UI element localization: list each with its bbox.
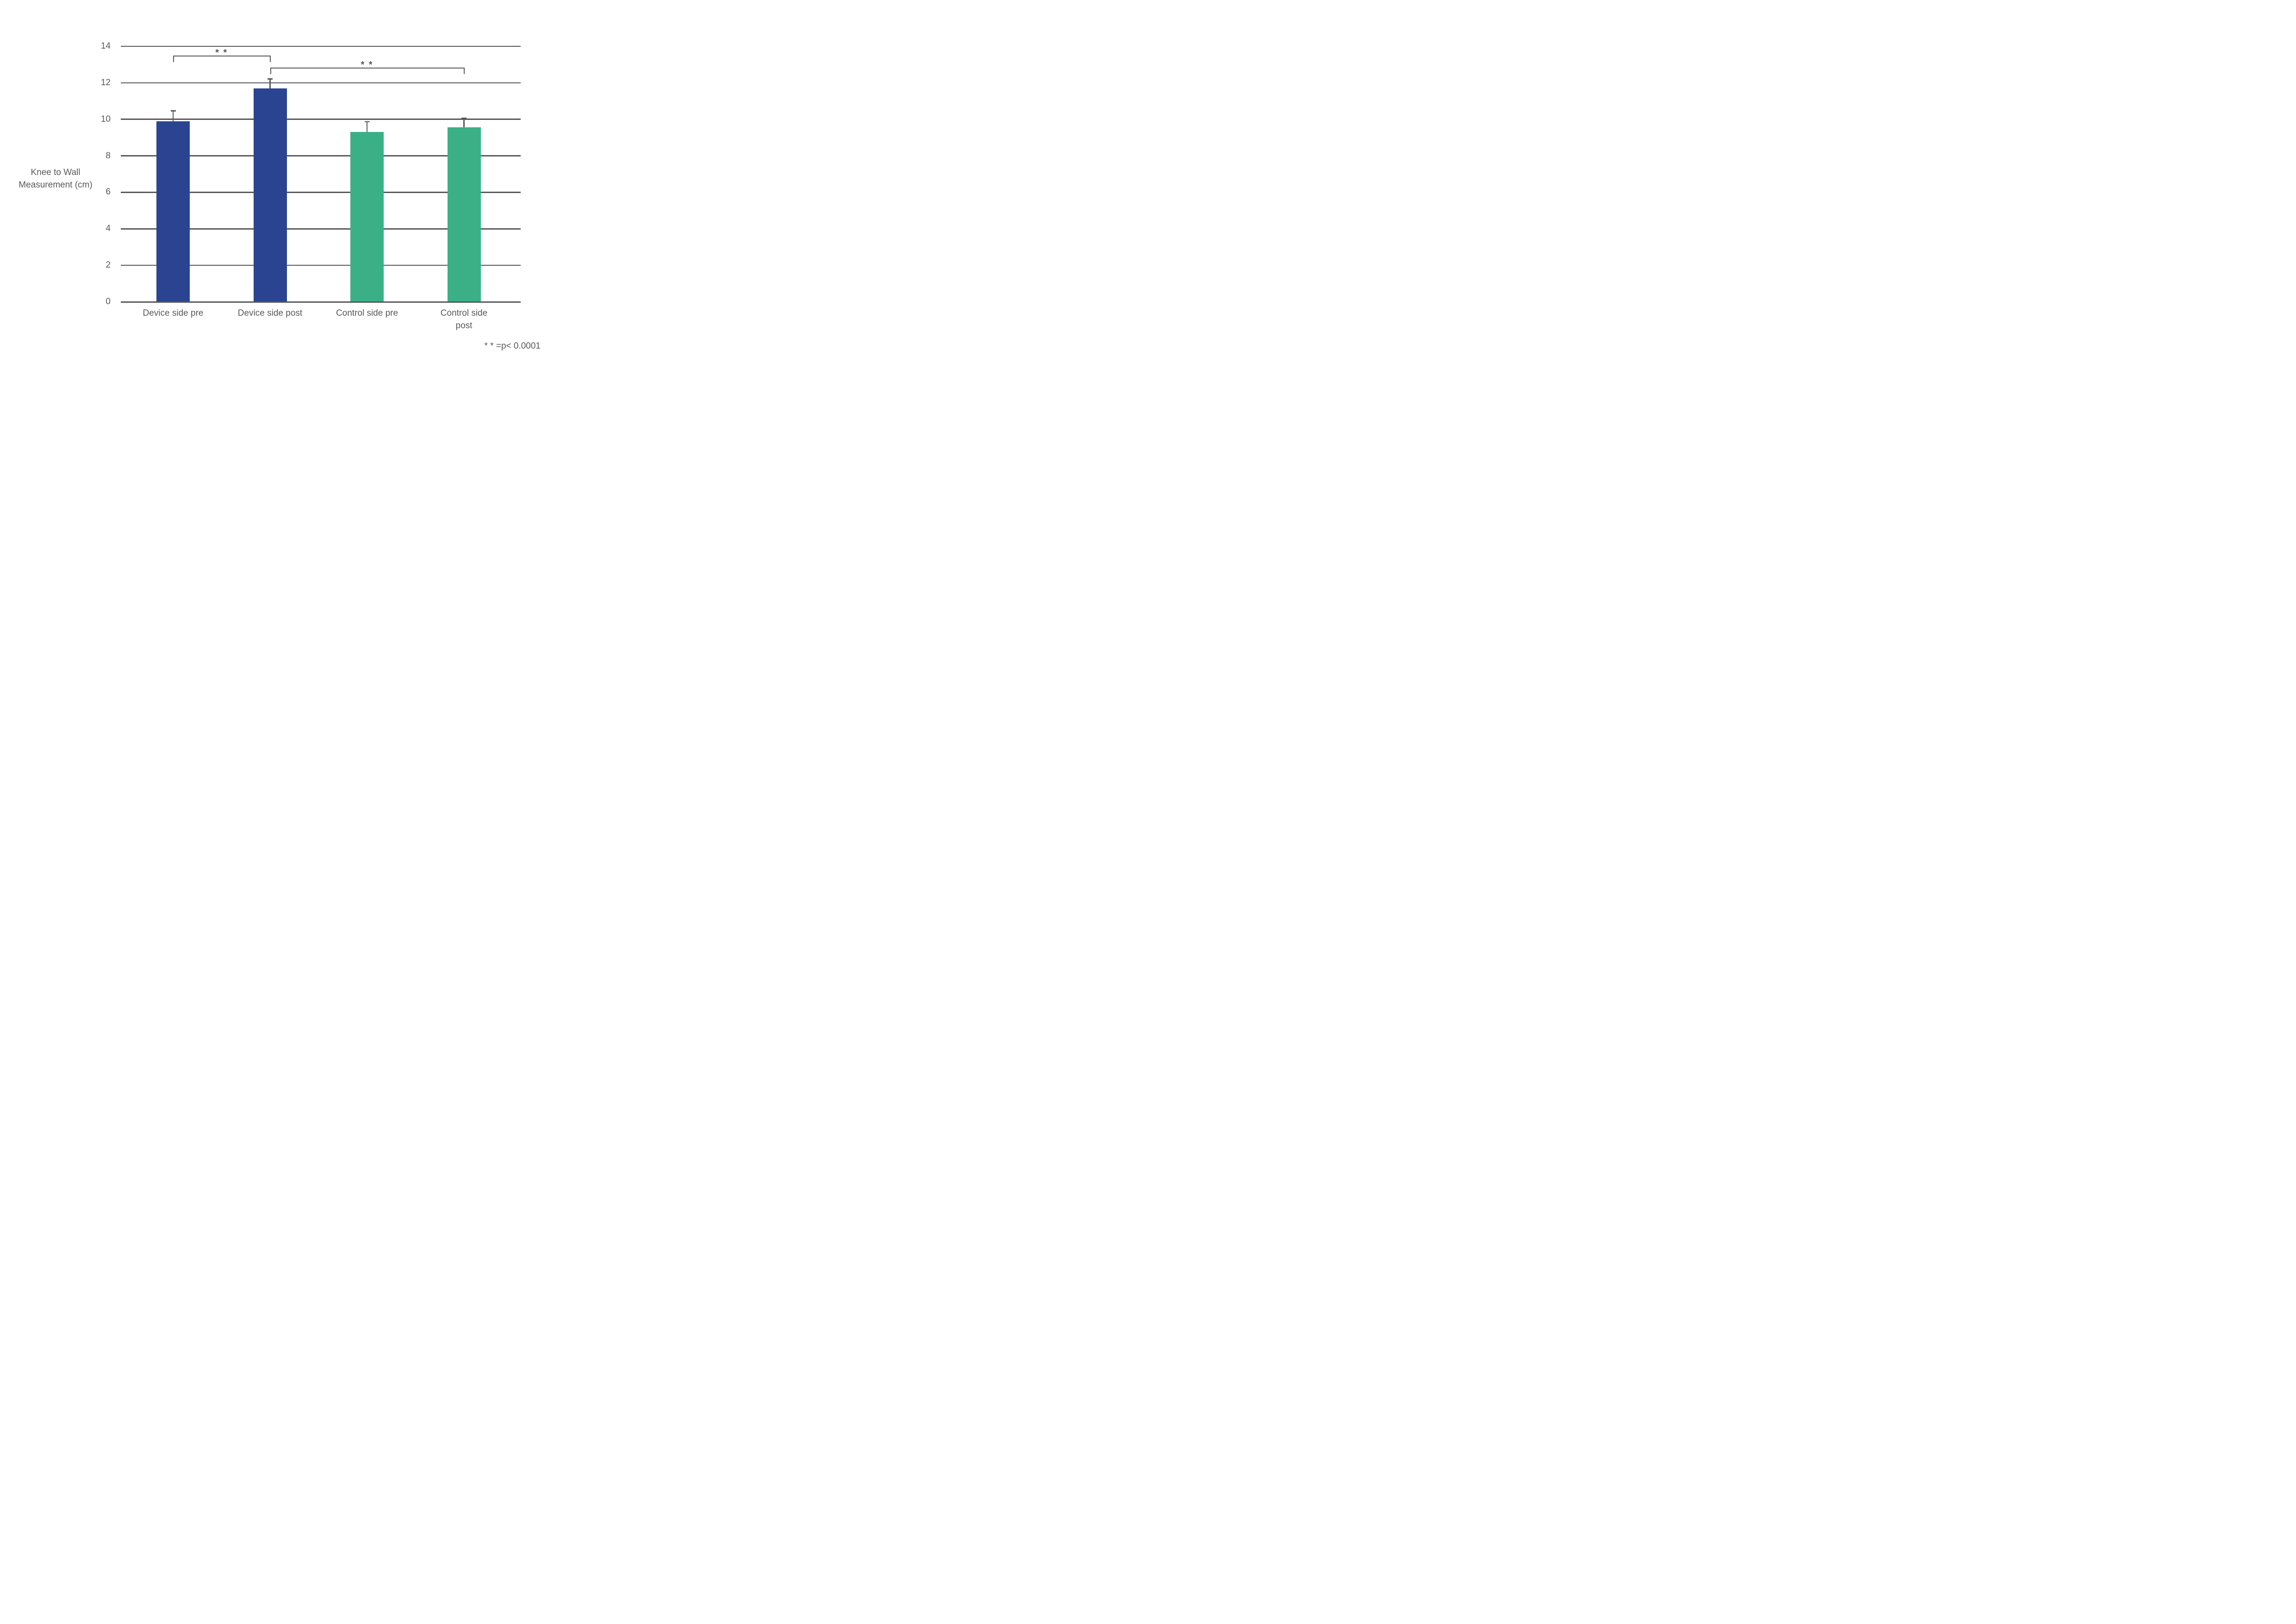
y-tick-label-8: 8 bbox=[106, 150, 111, 161]
y-tick-label-2: 2 bbox=[106, 260, 111, 270]
y-tick-label-6: 6 bbox=[106, 187, 111, 197]
bar-control-side-post bbox=[447, 127, 481, 302]
bar-device-side-pre bbox=[156, 121, 190, 302]
gridline-10 bbox=[121, 119, 521, 120]
plot-area: 0 2 4 6 8 10 12 14 Device side pre Device side po… bbox=[101, 0, 521, 406]
gridline-14 bbox=[121, 45, 521, 47]
error-bar-control-side-pre bbox=[366, 121, 368, 132]
error-cap-control-side-pre bbox=[364, 121, 370, 123]
error-cap-control-side-post bbox=[461, 117, 467, 119]
significance-bracket-1 bbox=[173, 55, 271, 62]
x-axis-label-control-side-post: Control side post bbox=[440, 308, 488, 331]
gridline-4 bbox=[121, 228, 521, 230]
error-cap-device-side-post bbox=[268, 78, 273, 80]
error-bar-control-side-post bbox=[463, 117, 465, 128]
x-axis-label-device-side-pre: Device side pre bbox=[143, 308, 204, 318]
y-tick-label-14: 14 bbox=[100, 41, 111, 51]
y-tick-label-0: 0 bbox=[106, 297, 111, 306]
x-axis-label-control-side-pre: Control side pre bbox=[336, 308, 398, 318]
error-cap-device-side-pre bbox=[170, 110, 176, 112]
x-axis-label-device-side-post: Device side post bbox=[237, 308, 303, 318]
bar-chart: Knee to Wall Measurement (cm) 0 2 4 6 8 10 12 1… bbox=[0, 0, 574, 406]
gridline-8 bbox=[121, 155, 521, 156]
significance-footnote: * * =p< 0.0001 bbox=[484, 341, 541, 351]
significance-bracket-2 bbox=[270, 68, 465, 74]
bar-device-side-post bbox=[253, 88, 287, 302]
gridline-12 bbox=[121, 82, 521, 84]
y-tick-label-12: 12 bbox=[100, 77, 111, 87]
error-bar-device-side-post bbox=[269, 78, 271, 88]
bar-control-side-pre bbox=[350, 132, 384, 302]
gridline-0 bbox=[121, 301, 521, 303]
gridline-6 bbox=[121, 192, 521, 193]
y-tick-label-10: 10 bbox=[100, 114, 111, 124]
error-bar-device-side-pre bbox=[172, 110, 174, 121]
significance-stars-1: * * bbox=[215, 48, 228, 58]
y-tick-label-4: 4 bbox=[106, 224, 111, 234]
y-axis-title: Knee to Wall Measurement (cm) bbox=[19, 168, 93, 190]
significance-stars-2: * * bbox=[361, 60, 373, 70]
gridline-2 bbox=[121, 264, 521, 266]
